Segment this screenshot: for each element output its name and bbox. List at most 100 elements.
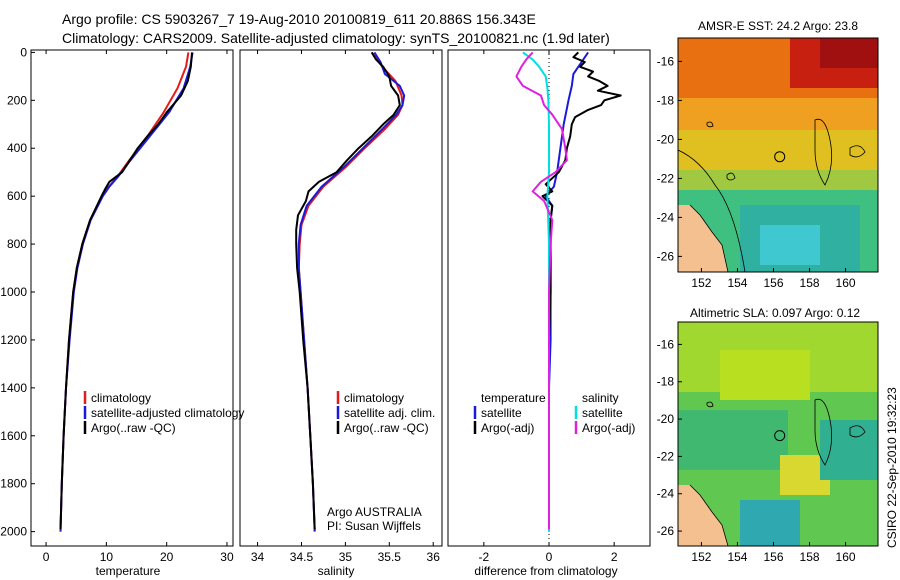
map-x-tick-label: 152 [691,550,711,564]
map-y-tick-label: -24 [657,487,675,501]
map-y-tick-label: -26 [657,524,675,538]
figure-title-line1: Argo profile: CS 5903267_7 19-Aug-2010 2… [62,11,536,27]
x-tick-label: 0 [546,550,553,564]
y-tick-label: 1600 [0,429,27,443]
x-tick-label: 34.5 [290,550,314,564]
depth-y-ticks: 0 200 400 600 800 1000 1200 1400 1600 1800 2000 [0,45,35,539]
map-x-tick-label: 156 [763,550,783,564]
legend-title-temperature: temperature [481,391,546,405]
credit-timestamp: CSIRO 22-Sep-2010 19:32:23 [885,387,899,548]
map-y-tick-label: -20 [657,132,675,146]
legend-title-salinity: salinity [582,391,619,405]
sst-reef-contour-4 [706,121,714,128]
temperature-axes-frame [30,49,234,547]
legend-label-climatology: climatology [344,391,404,405]
map-x-tick-label: 154 [727,550,747,564]
sst-map-frame [677,37,879,273]
salinity-series-group [295,51,406,532]
difference-x-ticks: -2 0 2 [479,50,618,564]
salinity-series-argo-raw-qc [295,51,401,530]
sst-land-coast [678,205,728,272]
x-tick-label: 10 [100,550,114,564]
sst-reef-contour-2 [849,145,866,158]
difference-series-salinity-satellite [522,51,550,532]
salinity-legend: climatology satellite adj. clim. Argo(..… [336,391,435,435]
x-tick-label: 34 [251,550,265,564]
map-y-tick-label: -20 [657,412,675,426]
temperature-series-group [59,52,194,532]
argo-country-label: Argo AUSTRALIA [327,505,422,519]
difference-x-label: difference from climatology [474,564,617,578]
legend-label-climatology: climatology [91,391,151,405]
sla-teal-patch [820,420,878,480]
sla-reef-contour-3 [706,401,714,408]
argo-position-marker [774,151,786,163]
legend-label-argo: Argo(..raw -QC) [344,421,429,435]
y-tick-label: 1800 [0,477,27,491]
sla-coastline [689,484,729,546]
sla-reef-contour [814,398,833,466]
y-tick-label: 200 [7,93,27,107]
sst-cyan-patch [760,225,820,265]
legend-label-temp-argo: Argo(-adj) [481,421,534,435]
legend-label-argo: Argo(..raw -QC) [91,421,176,435]
x-tick-label: 35.5 [378,550,402,564]
sst-reef-contour [814,118,833,186]
sst-coastline [689,204,729,272]
difference-series-salinity-argo-adj [515,51,568,530]
map-y-tick-label: -26 [657,249,675,263]
y-tick-label: 1200 [0,333,27,347]
map-y-tick-label: -16 [657,54,675,68]
x-tick-label: 30 [220,550,234,564]
temperature-x-ticks: 0 10 20 30 [43,50,234,564]
temperature-series-satellite [59,52,194,532]
x-tick-label: 0 [43,550,50,564]
map-y-tick-label: -24 [657,210,675,224]
salinity-x-ticks: 34 34.5 35 35.5 36 [251,50,440,564]
sst-reef-contour-3 [726,172,736,181]
y-tick-label: 400 [7,141,27,155]
legend-label-sal-satellite: satellite [582,406,623,420]
map-y-tick-label: -22 [657,171,675,185]
legend-label-satellite: satellite-adjusted climatology [91,406,244,420]
y-tick-label: 600 [7,189,27,203]
map-x-tick-label: 156 [763,276,783,290]
y-tick-label: 2000 [0,525,27,539]
sst-hottest-spot [820,38,878,68]
legend-label-temp-satellite: satellite [481,406,522,420]
map-y-tick-label: -22 [657,449,675,463]
x-tick-label: 35 [339,550,353,564]
map-y-tick-label: -18 [657,93,675,107]
y-tick-label: 0 [20,45,27,59]
sst-map-title: AMSR-E SST: 24.2 Argo: 23.8 [698,19,858,33]
y-tick-label: 1000 [0,285,27,299]
sla-map-panel: Altimetric SLA: 0.097 Argo: 0.12 152 154 1… [657,306,879,564]
temperature-panel: 0 10 20 30 0 200 400 600 800 1000 1200 1400 1600 180… [0,45,244,578]
y-tick-label: 1400 [0,381,27,395]
temperature-x-label: temperature [96,564,161,578]
x-tick-label: 2 [611,550,618,564]
salinity-x-label: salinity [318,564,355,578]
x-tick-label: 36 [427,550,441,564]
legend-label-satellite: satellite adj. clim. [344,406,435,420]
temperature-series-climatology [59,52,190,532]
sst-map-ticks: 152 154 156 158 160 -16 -18 -20 -22 -24 -26 [657,54,856,290]
sla-green-patch [678,410,788,470]
map-x-tick-label: 158 [800,276,820,290]
legend-label-sal-argo: Argo(-adj) [582,421,635,435]
y-tick-label: 800 [7,237,27,251]
argo-position-marker [774,430,786,442]
sla-blue-patch [740,500,800,546]
map-x-tick-label: 154 [727,276,747,290]
map-x-tick-label: 152 [691,276,711,290]
sla-map-frame [677,321,879,547]
sst-map-panel: AMSR-E SST: 24.2 Argo: 23.8 152 154 156 158… [657,19,879,290]
difference-panel: -2 0 2 difference from climatology tempera… [447,49,651,578]
sla-map-ticks: 152 154 156 158 160 -16 -18 -20 -22 -24 -26 [657,337,856,564]
sla-yellowgreen-patch [720,350,810,400]
map-y-tick-label: -18 [657,375,675,389]
sla-land-coast [678,485,728,546]
temperature-series-argo-raw-qc [59,52,193,530]
map-x-tick-label: 158 [800,550,820,564]
